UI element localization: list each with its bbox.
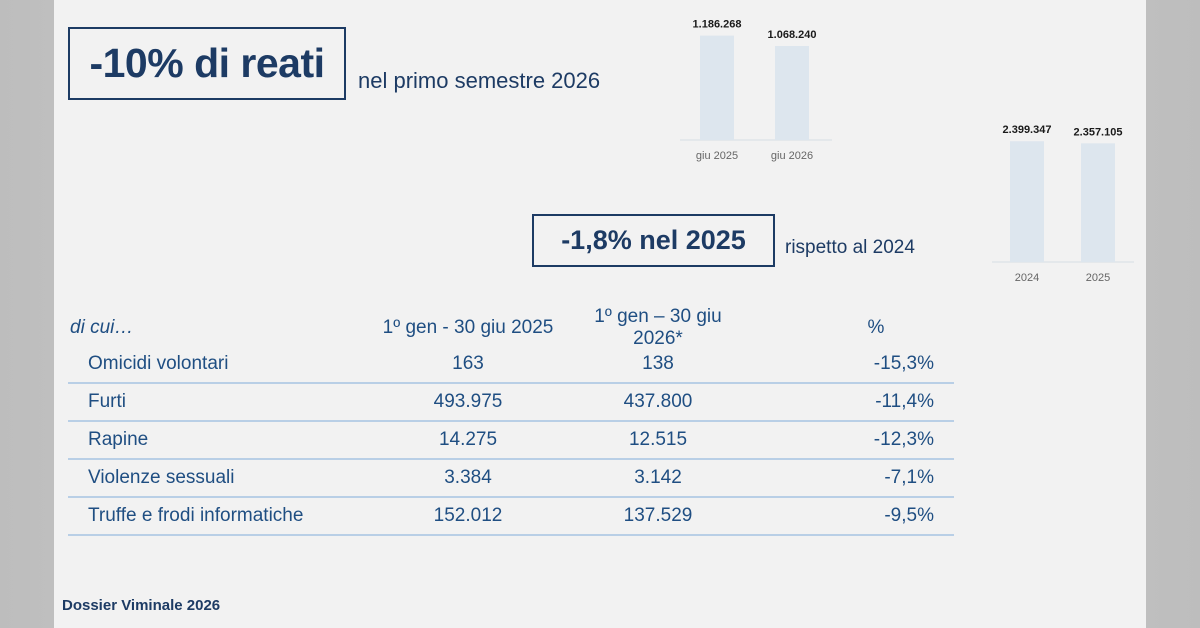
row-value-2026: 12.515 [628,429,688,450]
row-percent: -11,4% [875,391,934,412]
headline-box: -10% di reati [68,27,346,100]
x-tick-label: 2024 [1015,272,1039,284]
x-tick-label: giu 2026 [771,150,813,162]
row-value-2026: 137.529 [623,505,693,526]
row-value-2025: 163 [452,353,484,374]
row-label: Violenze sessuali [88,467,235,488]
yearly-change-value: -1,8% nel 2025 [561,225,746,255]
row-percent: -7,1% [884,467,934,488]
table-row: Rapine 14.275 12.515 -12,3% [68,422,954,460]
row-label: Truffe e frodi informatiche [88,505,304,526]
row-label: Omicidi volontari [88,353,229,374]
x-tick-label: 2025 [1086,272,1110,284]
yearly-change-subtitle: rispetto al 2024 [785,237,915,258]
row-label: Rapine [88,429,149,450]
bar [1010,141,1044,262]
header-percent: % [867,317,885,338]
table-row: Omicidi volontari 163 138 -15,3% [68,346,954,384]
table-header: di cui… 1º gen - 30 giu 2025 1º gen – 30… [68,306,954,349]
row-label: Furti [88,391,126,412]
bar [775,45,809,140]
row-percent: -9,5% [884,505,934,526]
bar-value-label: 2.399.347 [1003,124,1052,136]
crime-table: di cui… 1º gen - 30 giu 2025 1º gen – 30… [68,306,954,536]
bar-value-label: 1.068.240 [768,29,817,41]
row-value-2026: 138 [642,353,674,374]
headline-value: -10% di reati [89,40,325,86]
header-period-2026: 1º gen – 30 giu 2026* [594,306,722,349]
row-value-2025: 14.275 [438,429,498,450]
row-percent: -12,3% [873,429,934,450]
row-value-2025: 493.975 [433,391,503,412]
row-value-2025: 3.384 [444,467,492,488]
semester-bar-chart: 1.186.268 giu 2025 1.068.240 giu 2026 [680,19,832,162]
table-row: Furti 493.975 437.800 -11,4% [68,384,954,422]
bar-value-label: 1.186.268 [693,19,742,31]
source-footer: Dossier Viminale 2026 [62,597,221,614]
header-category: di cui… [70,317,134,338]
row-value-2025: 152.012 [433,505,503,526]
yearly-change-box: -1,8% nel 2025 [532,214,775,267]
bar [700,35,734,140]
header-period-2025: 1º gen - 30 giu 2025 [382,317,554,338]
x-tick-label: giu 2025 [696,150,738,162]
bar-value-label: 2.357.105 [1074,126,1123,138]
row-value-2026: 437.800 [623,391,693,412]
table-row: Violenze sessuali 3.384 3.142 -7,1% [68,460,954,498]
bar [1081,143,1115,262]
yearly-bar-chart: 2.399.347 2024 2.357.105 2025 [992,124,1134,284]
headline-subtitle: nel primo semestre 2026 [358,68,601,93]
table-row: Truffe e frodi informatiche 152.012 137.… [68,498,954,536]
row-percent: -15,3% [873,353,934,374]
row-value-2026: 3.142 [634,467,682,488]
infographic-card: -10% di reati nel primo semestre 2026 1.… [54,0,1146,628]
